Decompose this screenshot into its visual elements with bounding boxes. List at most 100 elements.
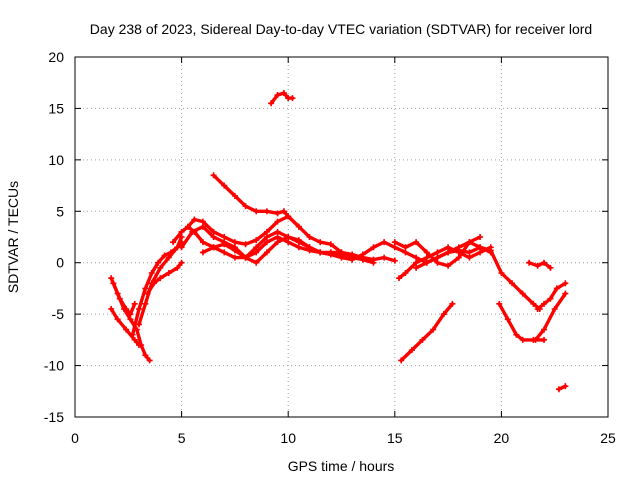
data-point-marker bbox=[110, 280, 117, 287]
data-point-marker bbox=[445, 262, 452, 269]
data-point-marker bbox=[127, 311, 134, 318]
x-tick-label: 5 bbox=[178, 430, 186, 446]
data-point-marker bbox=[381, 239, 388, 246]
data-point-marker bbox=[263, 228, 270, 235]
y-tick-label: -15 bbox=[44, 409, 64, 425]
data-point-marker bbox=[253, 259, 260, 266]
chart-title: Day 238 of 2023, Sidereal Day-to-day VTE… bbox=[90, 21, 592, 37]
data-point-marker bbox=[349, 251, 356, 258]
series-arc-3 bbox=[110, 280, 138, 318]
data-point-marker bbox=[253, 244, 260, 251]
data-point-marker bbox=[419, 336, 426, 343]
data-point-marker bbox=[306, 244, 313, 251]
series-line bbox=[414, 245, 542, 311]
axis-ticks: 0 5 10 15 20 25 -15 -10 -5 0 5 10 15 20 bbox=[44, 49, 616, 446]
data-point-marker bbox=[423, 249, 430, 256]
series-line bbox=[535, 281, 568, 311]
data-point-marker bbox=[131, 300, 138, 307]
data-point-marker bbox=[221, 182, 228, 189]
data-point-marker bbox=[280, 208, 287, 215]
data-point-marker bbox=[338, 254, 345, 261]
data-point-marker bbox=[359, 251, 366, 258]
series-arc-21 bbox=[534, 280, 569, 312]
data-point-marker bbox=[530, 300, 537, 307]
data-point-marker bbox=[135, 342, 142, 348]
data-point-marker bbox=[221, 234, 228, 240]
series-arc-6 bbox=[144, 259, 185, 297]
data-point-marker bbox=[487, 247, 494, 254]
data-point-marker bbox=[402, 249, 409, 256]
data-point-marker bbox=[317, 249, 324, 256]
data-point-marker bbox=[306, 234, 313, 240]
data-point-marker bbox=[108, 275, 115, 282]
data-point-marker bbox=[466, 249, 473, 256]
data-point-marker bbox=[541, 259, 548, 266]
data-point-marker bbox=[274, 92, 281, 99]
data-point-marker bbox=[562, 290, 569, 297]
data-point-marker bbox=[541, 300, 548, 307]
data-point-marker bbox=[263, 234, 270, 240]
data-point-marker bbox=[123, 326, 130, 333]
data-point-marker bbox=[263, 208, 270, 215]
data-point-marker bbox=[170, 239, 177, 246]
data-point-marker bbox=[253, 208, 260, 215]
data-point-marker bbox=[551, 306, 558, 312]
data-point-marker bbox=[402, 270, 409, 276]
data-point-marker bbox=[532, 336, 539, 343]
data-point-marker bbox=[178, 259, 185, 266]
series-line bbox=[211, 173, 344, 255]
data-point-marker bbox=[553, 285, 560, 292]
data-point-marker bbox=[199, 218, 206, 225]
x-tick-label: 0 bbox=[71, 430, 79, 446]
data-point-marker bbox=[242, 203, 249, 210]
data-point-marker bbox=[295, 237, 302, 244]
data-point-marker bbox=[504, 316, 511, 323]
y-tick-label: -10 bbox=[44, 358, 64, 374]
data-point-marker bbox=[477, 234, 484, 240]
data-point-marker bbox=[135, 321, 142, 328]
y-tick-label: 20 bbox=[48, 49, 64, 65]
data-point-marker bbox=[496, 300, 503, 307]
data-point-marker bbox=[189, 228, 196, 235]
data-point-marker bbox=[317, 239, 324, 246]
data-point-marker bbox=[242, 254, 249, 261]
data-point-marker bbox=[129, 331, 136, 338]
data-point-marker bbox=[477, 244, 484, 251]
data-point-marker bbox=[242, 241, 249, 248]
data-point-marker bbox=[142, 300, 149, 307]
data-point-marker bbox=[398, 357, 405, 364]
data-point-marker bbox=[108, 306, 115, 312]
data-point-marker bbox=[327, 249, 334, 256]
data-point-marker bbox=[526, 259, 533, 266]
y-tick-label: 10 bbox=[48, 152, 64, 168]
data-point-marker bbox=[513, 331, 520, 338]
data-point-marker bbox=[274, 228, 281, 235]
series-arc-10 bbox=[199, 234, 356, 266]
data-point-marker bbox=[274, 234, 281, 240]
data-point-marker bbox=[423, 254, 430, 261]
data-point-marker bbox=[131, 336, 138, 343]
data-point-marker bbox=[423, 259, 430, 266]
data-point-marker bbox=[174, 264, 181, 271]
data-point-marker bbox=[402, 244, 409, 251]
data-point-marker bbox=[274, 210, 281, 217]
data-point-marker bbox=[413, 254, 420, 261]
data-point-marker bbox=[274, 218, 281, 225]
series-line bbox=[527, 261, 553, 270]
data-point-marker bbox=[150, 280, 157, 287]
data-point-marker bbox=[434, 254, 441, 261]
data-point-marker bbox=[142, 285, 149, 292]
series-arc-11 bbox=[210, 172, 345, 256]
y-tick-label: 5 bbox=[56, 203, 64, 219]
data-point-marker bbox=[289, 95, 296, 102]
data-point-marker bbox=[466, 254, 473, 261]
y-axis-label: SDTVAR / TECUs bbox=[5, 181, 21, 293]
data-point-marker bbox=[165, 270, 172, 276]
data-point-marker bbox=[455, 254, 462, 261]
data-point-marker bbox=[123, 306, 130, 312]
data-point-marker bbox=[327, 241, 334, 248]
data-point-marker bbox=[253, 237, 260, 244]
data-point-marker bbox=[142, 352, 149, 359]
series-line bbox=[399, 302, 455, 363]
